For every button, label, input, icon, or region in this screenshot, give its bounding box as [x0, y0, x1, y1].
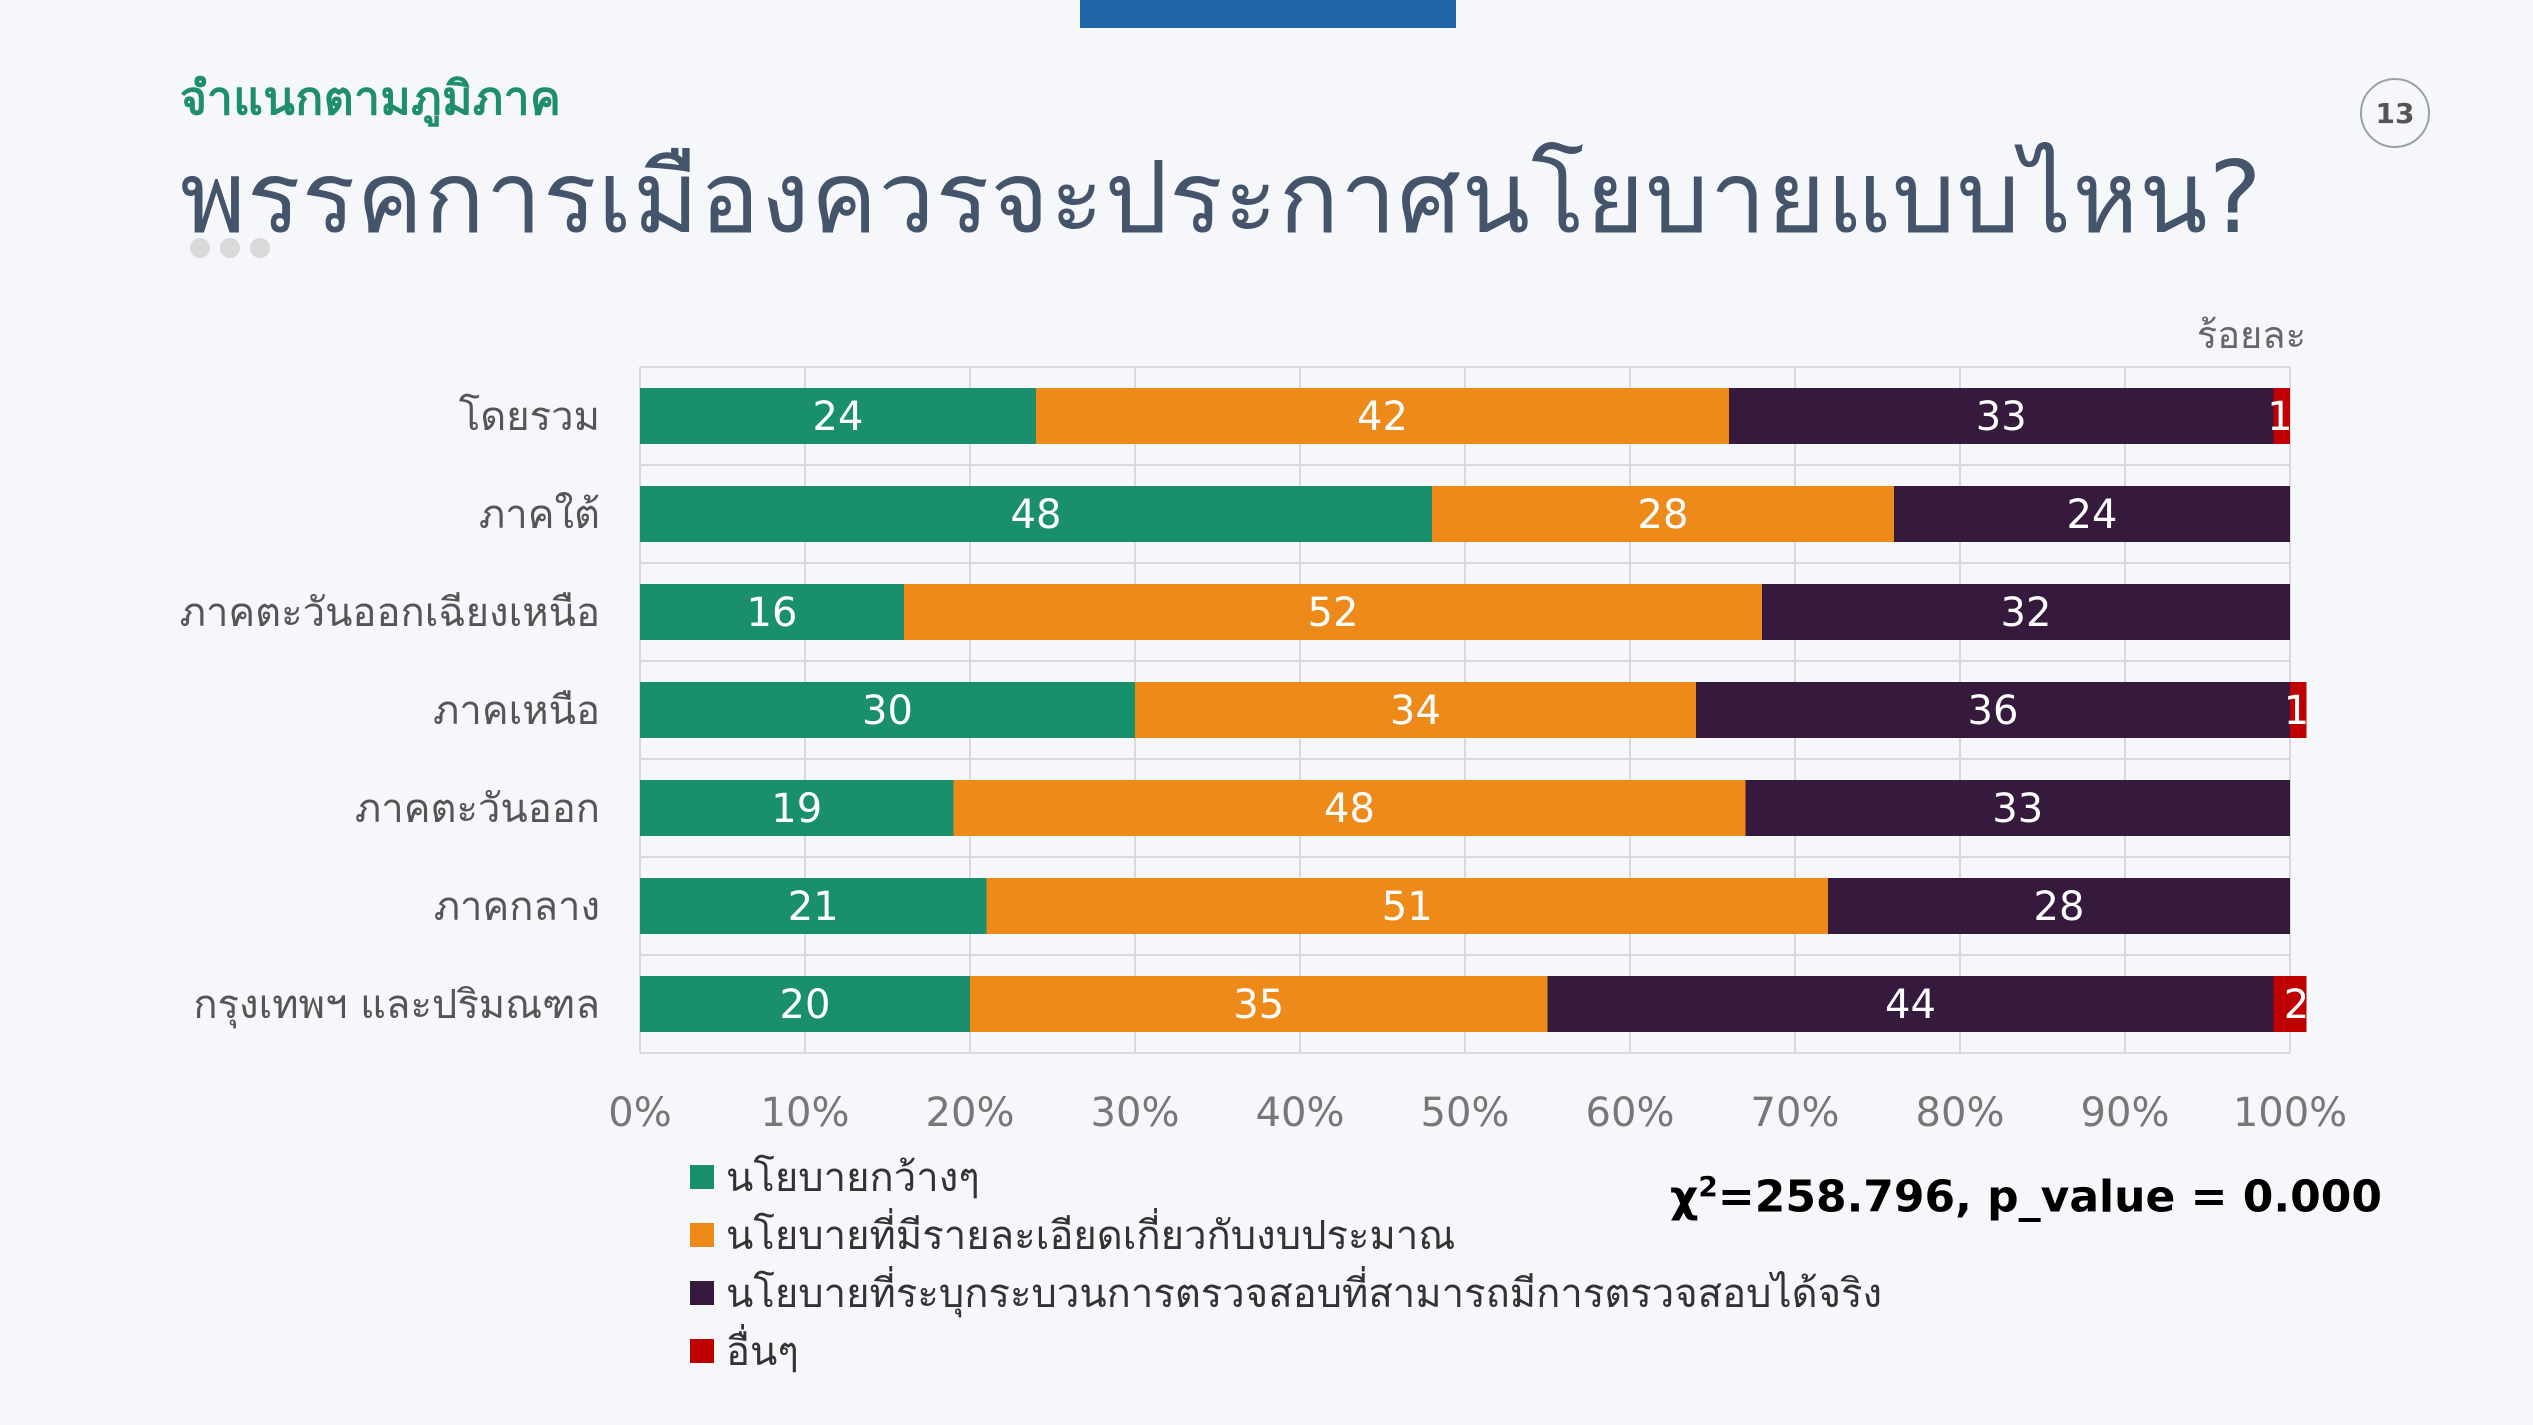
legend-swatch — [690, 1223, 714, 1247]
bar-segment — [640, 584, 904, 640]
bar-value-label: 24 — [813, 394, 864, 440]
bar-segment — [1547, 976, 2274, 1032]
bar-segment — [1894, 486, 2290, 542]
bar-value-label: 28 — [1638, 492, 1689, 538]
bar-value-label: 33 — [1976, 394, 2027, 440]
legend-item: นโยบายกว้างๆ — [690, 1148, 1882, 1206]
bar-value-label: 48 — [1324, 786, 1375, 832]
bar-value-label: 42 — [1357, 394, 1408, 440]
x-tick-label: 100% — [2233, 1090, 2347, 1136]
bar-segment — [640, 388, 1036, 444]
legend-label: นโยบายกว้างๆ — [726, 1155, 980, 1201]
bar-value-label: 32 — [2001, 590, 2052, 636]
legend-item: อื่นๆ — [690, 1322, 1882, 1380]
bar-segment — [1828, 878, 2290, 934]
bar-segment — [986, 878, 1828, 934]
bar-value-label: 30 — [862, 688, 913, 734]
chi-symbol: χ — [1670, 1171, 1699, 1223]
bar-segment — [2290, 682, 2307, 738]
category-label: ภาคใต้ — [479, 491, 600, 538]
chi-exponent: 2 — [1698, 1170, 1718, 1203]
bar-segment — [953, 780, 1746, 836]
bar-value-label: 1 — [2267, 394, 2292, 440]
legend-swatch — [690, 1281, 714, 1305]
x-tick-label: 20% — [926, 1090, 1015, 1136]
x-tick-label: 60% — [1586, 1090, 1675, 1136]
bar-segment — [970, 976, 1548, 1032]
dot-1 — [190, 238, 210, 258]
bar-value-label: 19 — [771, 786, 822, 832]
bar-value-label: 51 — [1382, 884, 1433, 930]
bar-segment — [640, 682, 1135, 738]
bar-value-label: 44 — [1885, 982, 1936, 1028]
bar-value-label: 20 — [780, 982, 831, 1028]
top-accent-bar — [1080, 0, 1456, 28]
bar-segment — [2273, 976, 2307, 1032]
bar-value-label: 1 — [2284, 688, 2309, 734]
legend-swatch — [690, 1339, 714, 1363]
x-tick-label: 70% — [1751, 1090, 1840, 1136]
bar-value-label: 16 — [747, 590, 798, 636]
bar-value-label: 33 — [1992, 786, 2043, 832]
legend-label: นโยบายที่มีรายละเอียดเกี่ยวกับงบประมาณ — [726, 1213, 1456, 1259]
chi-stat-text: =258.796, p_value = 0.000 — [1717, 1171, 2382, 1223]
x-tick-label: 40% — [1256, 1090, 1345, 1136]
bar-segment — [1762, 584, 2290, 640]
legend-item: นโยบายที่มีรายละเอียดเกี่ยวกับงบประมาณ — [690, 1206, 1882, 1264]
bar-value-label: 24 — [2067, 492, 2118, 538]
decorative-dots — [190, 238, 280, 262]
bar-segment — [1432, 486, 1894, 542]
bar-value-label: 21 — [788, 884, 839, 930]
bar-value-label: 36 — [1968, 688, 2019, 734]
category-label: โดยรวม — [459, 394, 600, 440]
bar-value-label: 2 — [2284, 982, 2309, 1028]
bar-segment — [640, 486, 1432, 542]
bar-segment — [1696, 682, 2290, 738]
category-label: ภาคตะวันออกเฉียงเหนือ — [180, 590, 600, 636]
page-subtitle: จำแนกตามภูมิภาค — [180, 71, 562, 125]
bar-segment — [904, 584, 1762, 640]
bar-value-label: 28 — [2034, 884, 2085, 930]
x-tick-label: 90% — [2081, 1090, 2170, 1136]
bar-value-label: 48 — [1011, 492, 1062, 538]
bar-segment — [1745, 780, 2290, 836]
category-label: ภาคกลาง — [434, 884, 600, 930]
dot-2 — [220, 238, 240, 258]
x-tick-label: 0% — [608, 1090, 671, 1136]
bar-value-label: 34 — [1390, 688, 1441, 734]
legend-swatch — [690, 1165, 714, 1189]
category-label: ภาคเหนือ — [433, 688, 600, 734]
category-label: กรุงเทพฯ และปริมณฑล — [193, 982, 600, 1029]
legend-item: นโยบายที่ระบุกระบวนการตรวจสอบที่สามารถมี… — [690, 1264, 1882, 1322]
bar-value-label: 52 — [1308, 590, 1359, 636]
chi-square-stat: χ2=258.796, p_value = 0.000 — [1670, 1170, 2382, 1223]
bar-segment — [1135, 682, 1696, 738]
bar-segment — [640, 878, 987, 934]
x-tick-label: 10% — [761, 1090, 850, 1136]
page-number: 13 — [2360, 78, 2430, 148]
legend-label: นโยบายที่ระบุกระบวนการตรวจสอบที่สามารถมี… — [726, 1271, 1883, 1317]
legend-label: อื่นๆ — [726, 1329, 799, 1375]
dot-3 — [250, 238, 270, 258]
bar-segment — [640, 976, 970, 1032]
x-tick-label: 50% — [1421, 1090, 1510, 1136]
x-tick-label: 30% — [1091, 1090, 1180, 1136]
unit-label: ร้อยละ — [2197, 313, 2306, 357]
bar-segment — [1729, 388, 2274, 444]
chart-legend: นโยบายกว้างๆนโยบายที่มีรายละเอียดเกี่ยวก… — [690, 1148, 1882, 1380]
bar-value-label: 35 — [1233, 982, 1284, 1028]
x-tick-label: 80% — [1916, 1090, 2005, 1136]
bar-segment — [640, 780, 954, 836]
bar-segment — [2273, 388, 2290, 444]
page-title: พรรคการเมืองควรจะประกาศนโยบายแบบไหน? — [180, 139, 2263, 256]
category-label: ภาคตะวันออก — [355, 786, 600, 832]
bar-segment — [1036, 388, 1729, 444]
